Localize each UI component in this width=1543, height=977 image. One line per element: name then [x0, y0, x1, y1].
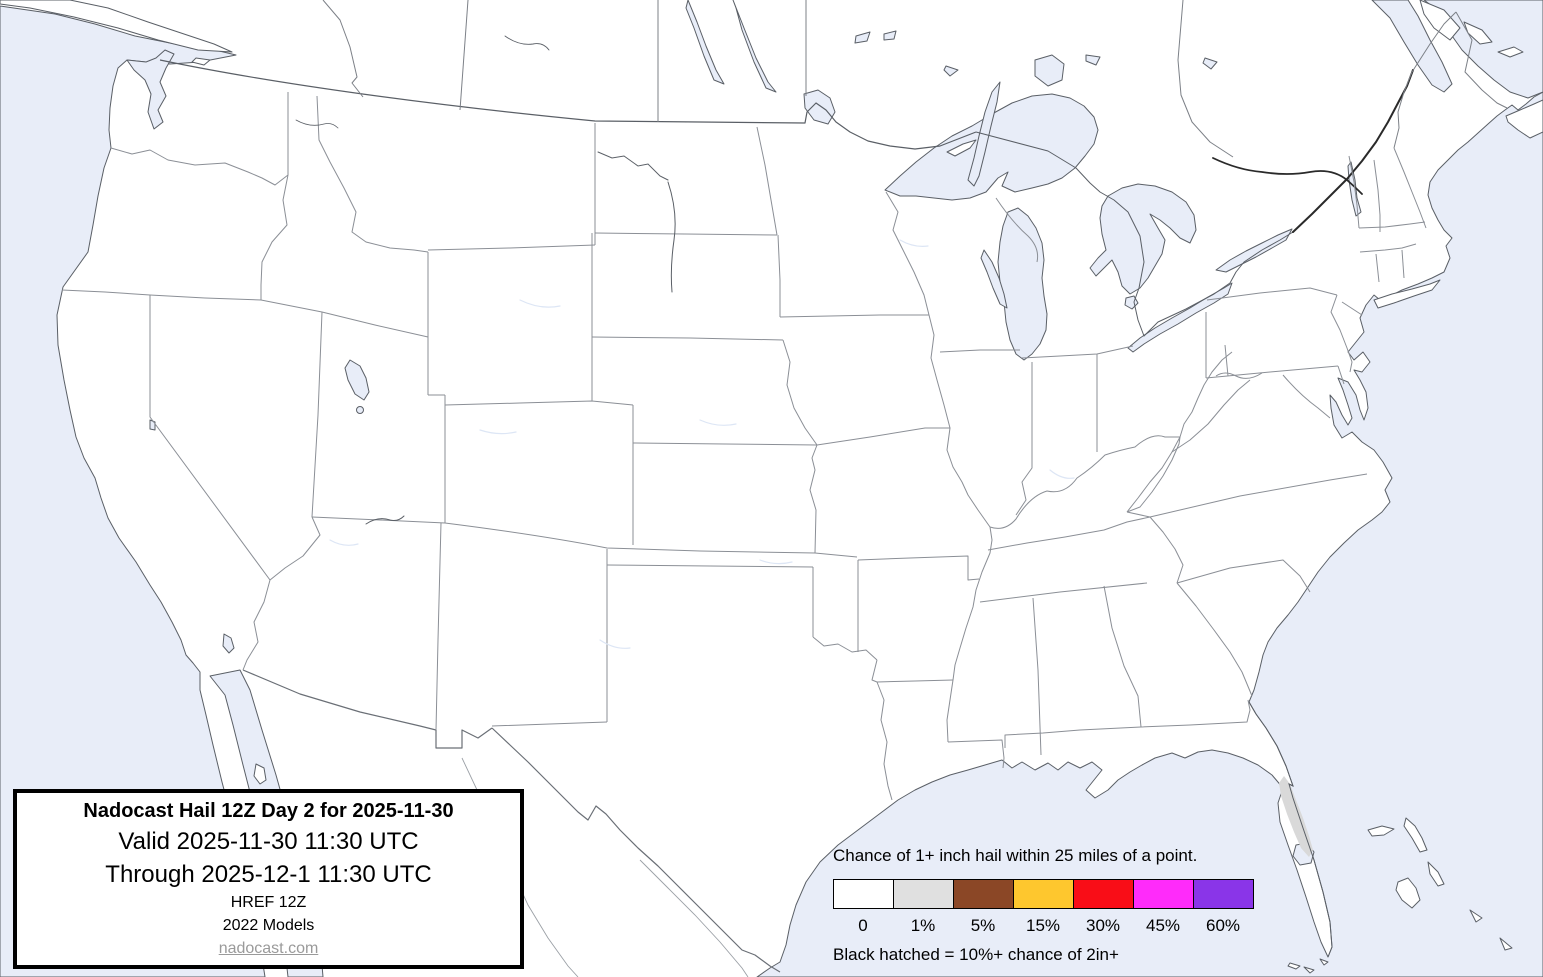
legend-label: 60% [1205, 916, 1241, 935]
gulf-of-mexico-and-atlantic [756, 91, 1543, 977]
legend-swatch-0 [834, 880, 894, 908]
saskatchewan-river [504, 35, 550, 51]
legend-swatch-45 [1134, 880, 1194, 908]
legend-labels: 0 1% 5% 15% 30% 45% 60% [833, 916, 1254, 936]
great-salt-lake [344, 359, 370, 401]
forecast-title: Nadocast Hail 12Z Day 2 for 2025-11-30 [83, 800, 454, 822]
small-lake [943, 65, 959, 77]
hail-probability-legend: Chance of 1+ inch hail within 25 miles o… [833, 846, 1263, 965]
san-juan-islands [191, 57, 211, 66]
florida-keys [1287, 962, 1301, 970]
model-name: HREF 12Z [230, 894, 307, 911]
utah-lake [356, 406, 364, 414]
legend-swatch-15 [1014, 880, 1074, 908]
clark-fork-river [295, 119, 339, 129]
models-year: 2022 Models [222, 917, 315, 934]
small-lake [854, 31, 871, 44]
florida-keys [1319, 958, 1329, 966]
lake-tahoe [149, 419, 156, 431]
abaco [1403, 817, 1428, 853]
legend-label: 30% [1085, 916, 1121, 935]
legend-label: 1% [910, 916, 936, 935]
green-bay [980, 249, 1008, 309]
isle-royale [946, 139, 977, 157]
lake-huron [1089, 183, 1197, 295]
lake-of-the-woods [803, 89, 836, 125]
rivers [295, 35, 676, 525]
legend-label: 0 [858, 916, 868, 935]
legend-swatch-5 [954, 880, 1014, 908]
florida-east-coastline [1248, 701, 1333, 958]
hail-probability-area-1pct [1279, 776, 1313, 857]
lake-winnipegosis [685, 0, 725, 85]
nova-scotia [1505, 99, 1543, 139]
us-canada-border [159, 59, 1294, 337]
state-borders [61, 92, 1427, 801]
through-time: Through 2025-12-1 11:30 UTC [105, 861, 432, 888]
valid-time: Valid 2025-11-30 11:30 UTC [118, 828, 419, 855]
lake-manitoba [732, 0, 777, 93]
faint-river-texture [329, 239, 1075, 649]
legend-swatch-30 [1074, 880, 1134, 908]
legend-swatch-1 [894, 880, 954, 908]
eleuthera [1427, 861, 1445, 887]
lake-erie [1127, 282, 1233, 353]
prince-edward-island [1497, 46, 1524, 58]
andros [1395, 877, 1421, 909]
small-lake [1202, 57, 1218, 70]
salton-sea [222, 633, 235, 654]
oahe-river [667, 181, 676, 293]
legend-title: Chance of 1+ inch hail within 25 miles o… [833, 846, 1198, 865]
legend-color-bar [833, 879, 1254, 909]
legend-label: 15% [1025, 916, 1061, 935]
lake-nipigon [1034, 54, 1065, 87]
gaspe-peninsula [1419, 0, 1461, 41]
long-island [1373, 279, 1441, 309]
legend-swatch-60 [1194, 880, 1253, 908]
lake-superior [884, 93, 1099, 201]
legend-label: 45% [1145, 916, 1181, 935]
bahama-cay [1499, 937, 1513, 951]
isla-tiburon [253, 763, 267, 785]
st-lawrence-ottawa-rivers [1212, 69, 1414, 233]
title-box: Nadocast Hail 12Z Day 2 for 2025-11-30 V… [13, 789, 524, 969]
legend-label: 5% [970, 916, 996, 935]
bahama-cay [1469, 909, 1483, 923]
missouri-river [597, 151, 669, 181]
vancouver-island [0, 0, 233, 53]
florida-keys [1303, 966, 1315, 974]
us-mexico-border [242, 669, 781, 973]
grand-bahama [1367, 825, 1395, 837]
small-lake [883, 30, 897, 41]
legend-footnote: Black hatched = 10%+ chance of 2in+ [833, 945, 1119, 964]
website-link[interactable]: nadocast.com [218, 940, 319, 957]
small-lake [1085, 54, 1101, 66]
st-lawrence-estuary [1371, 0, 1453, 93]
canadian-provincial-borders [322, 0, 1508, 158]
lake-powell [365, 515, 405, 525]
puget-sound [126, 49, 175, 130]
